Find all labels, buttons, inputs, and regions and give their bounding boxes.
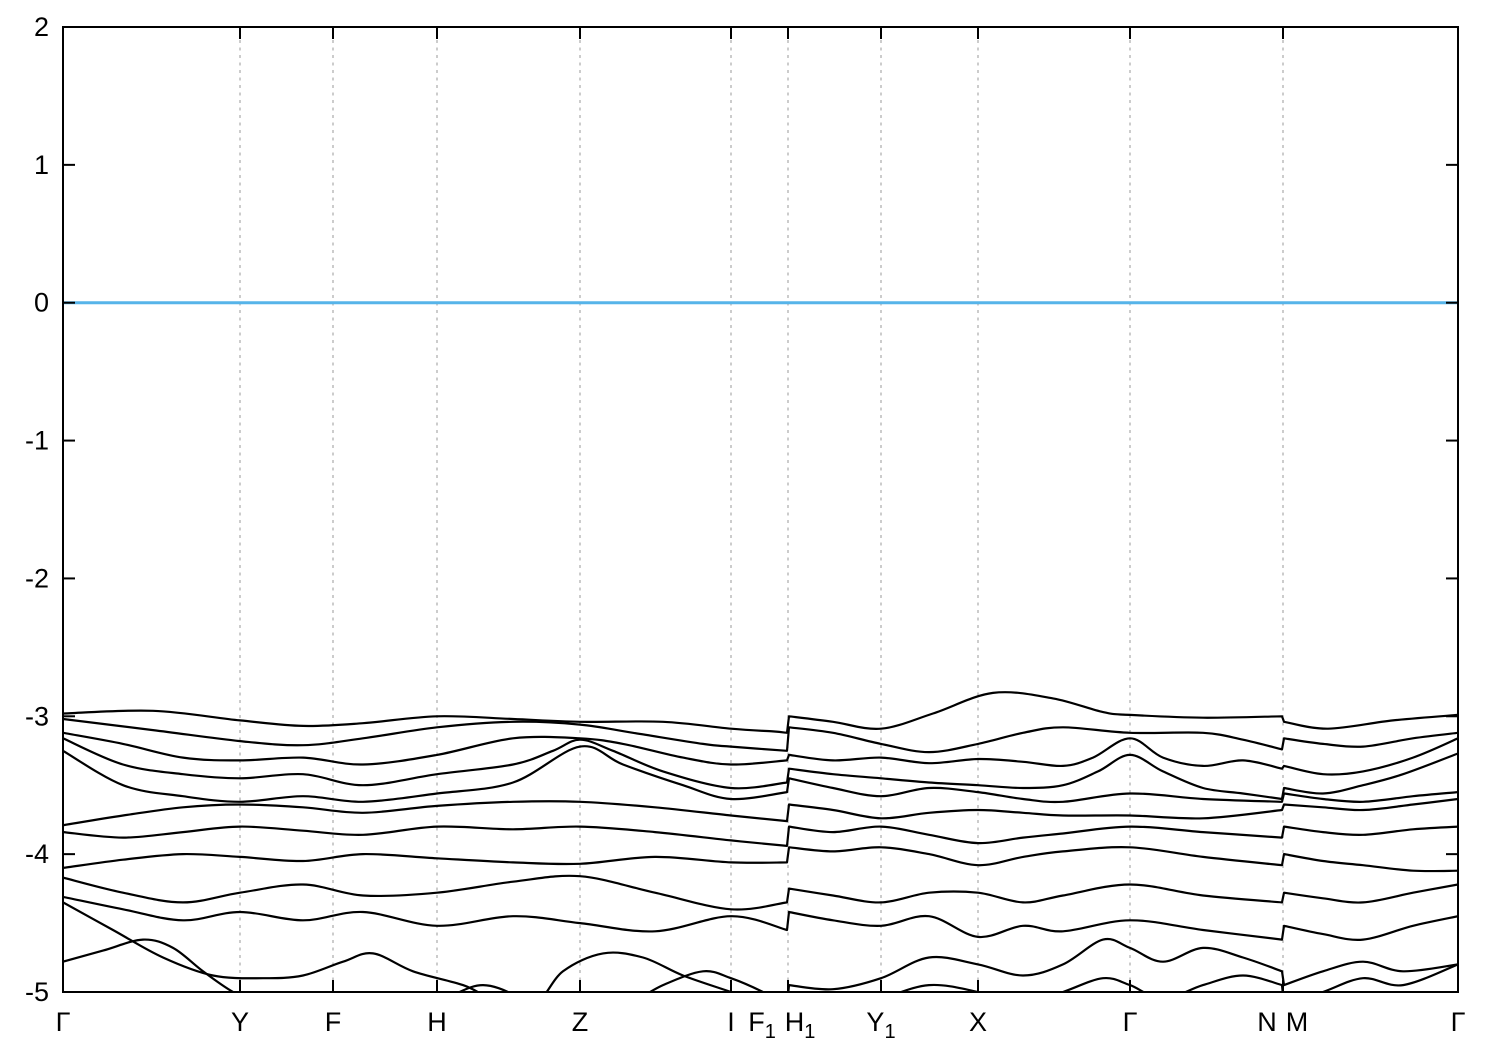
x-tick-label: Y1 xyxy=(866,1007,895,1043)
band-4-line xyxy=(63,737,1458,801)
band-11-line xyxy=(63,901,1458,992)
y-tick-label: 0 xyxy=(34,288,49,318)
bands-group xyxy=(63,691,1458,992)
band-9-line xyxy=(63,874,1458,911)
y-tick-label: -1 xyxy=(25,426,49,456)
plot-frame xyxy=(62,26,1459,993)
x-tick-label: I xyxy=(727,1007,735,1037)
x-tick-label: N xyxy=(1257,1007,1277,1037)
y-tick-label: 2 xyxy=(34,12,49,42)
y-tick-label: -2 xyxy=(25,563,49,593)
x-tick-label: F1 xyxy=(748,1007,776,1043)
band-8-line xyxy=(63,846,1458,873)
band-5-line xyxy=(63,745,1458,804)
band-12-line xyxy=(63,938,1458,992)
band-1-line xyxy=(63,691,1458,734)
band-10-line xyxy=(63,895,1458,941)
x-tick-label: H1 xyxy=(785,1007,816,1043)
x-tick-label: M xyxy=(1286,1007,1309,1037)
band-3-line xyxy=(63,731,1458,776)
x-tick-label: Γ xyxy=(1123,1007,1138,1037)
y-tick-label: -3 xyxy=(25,701,49,731)
y-tick-label: 1 xyxy=(34,150,49,180)
x-tick-label: H xyxy=(427,1007,447,1037)
x-tick-label: Y xyxy=(231,1007,249,1037)
y-tick-label: -4 xyxy=(25,839,49,869)
band-2-line xyxy=(63,717,1458,754)
x-tick-label: Z xyxy=(572,1007,589,1037)
band-6-line xyxy=(63,797,1458,827)
x-tick-label: X xyxy=(969,1007,987,1037)
x-tick-label: Γ xyxy=(1451,1007,1466,1037)
y-tick-label: -5 xyxy=(25,977,49,1007)
x-tick-label: Γ xyxy=(56,1007,71,1037)
band-7-line xyxy=(63,825,1458,847)
x-tick-label: F xyxy=(325,1007,342,1037)
